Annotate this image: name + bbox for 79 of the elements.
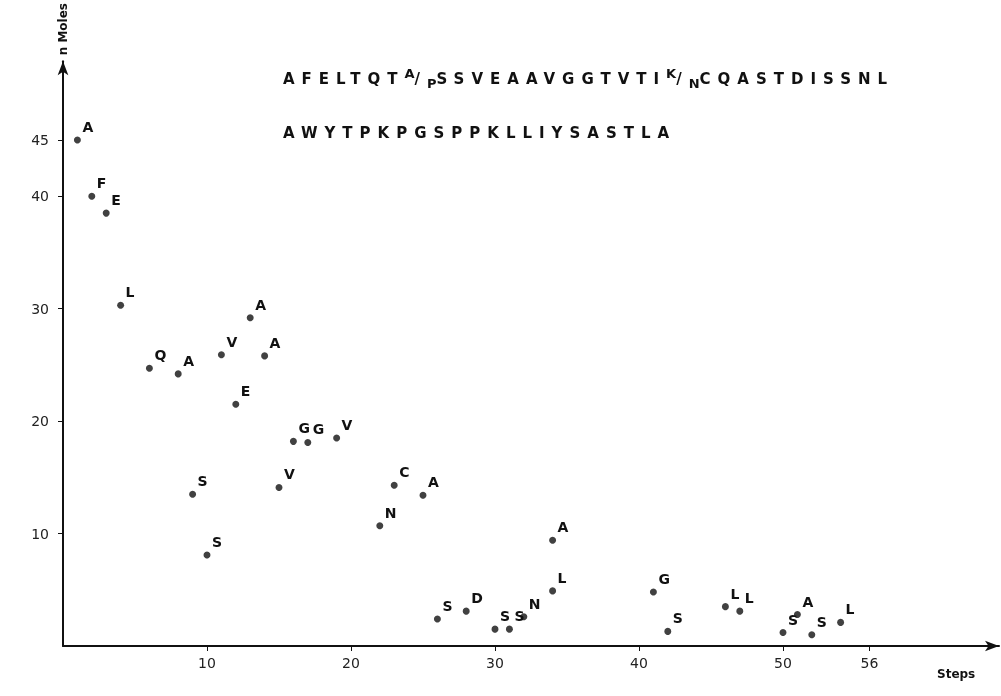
y-axis-title: n Moles — [56, 2, 70, 56]
annotation: V — [284, 466, 295, 483]
point — [145, 364, 153, 372]
point — [261, 352, 269, 360]
point — [289, 437, 297, 445]
annotation: A — [183, 352, 195, 369]
point — [549, 536, 557, 544]
point — [721, 603, 729, 611]
point — [189, 490, 197, 498]
x-tick-label: 56 — [860, 655, 879, 671]
annotation: A — [428, 474, 439, 491]
annotation: C — [399, 464, 410, 481]
annotation: A — [255, 296, 267, 313]
annotation: G — [298, 420, 310, 437]
x-tick-label: 20 — [342, 655, 360, 671]
point — [736, 607, 744, 615]
point — [102, 209, 110, 217]
point — [117, 301, 125, 309]
x-axis-title: Steps — [937, 667, 976, 681]
point — [649, 588, 657, 596]
annotation: D — [471, 590, 483, 607]
point — [73, 136, 81, 144]
annotation: S — [816, 613, 827, 630]
x-tick-label: 50 — [774, 655, 792, 671]
point — [505, 625, 513, 633]
annotation: V — [341, 416, 353, 433]
point — [333, 434, 341, 442]
point — [433, 615, 441, 623]
annotation: L — [125, 284, 135, 301]
x-tick-label: 40 — [630, 655, 648, 671]
annotation: G — [312, 421, 325, 438]
y-tick-label: 10 — [31, 525, 49, 542]
annotation: AWYTPKPGSPPKLLIYSASTLA — [283, 124, 677, 142]
annotation: L — [730, 585, 740, 602]
annotation: A — [82, 119, 94, 136]
point — [376, 522, 384, 530]
annotation: L — [557, 569, 567, 586]
annotation: E — [240, 383, 251, 400]
annotation: S — [514, 608, 525, 625]
point — [779, 629, 787, 636]
point — [837, 618, 845, 626]
y-tick-label: 30 — [31, 300, 49, 317]
annotation: S — [197, 473, 208, 490]
point — [232, 400, 240, 408]
annotation: Q — [154, 347, 167, 364]
point — [88, 192, 96, 200]
annotation: L — [845, 601, 855, 618]
annotation: E — [111, 192, 121, 209]
y-tick-label: 20 — [31, 413, 49, 430]
x-tick-label: 10 — [198, 655, 216, 671]
annotation: L — [744, 590, 754, 607]
annotation: F — [96, 175, 107, 192]
point — [549, 587, 557, 595]
point — [217, 351, 225, 359]
point — [390, 481, 398, 489]
annotation: S — [672, 610, 683, 627]
point — [304, 438, 312, 446]
annotation: G — [658, 571, 670, 588]
text: AFELTQT$^{A}$/$_{P}$SSVEAAVGGTVTI$^{K}$/$_{N}$CQASTDISSNL — [283, 66, 895, 91]
x-tick-label: 30 — [486, 655, 504, 671]
annotation: S — [212, 533, 223, 550]
annotation: N — [528, 595, 541, 612]
point — [246, 314, 254, 322]
point — [174, 370, 182, 378]
annotation: V — [226, 333, 238, 350]
annotation: S — [500, 608, 511, 625]
annotation: A — [557, 519, 569, 536]
y-tick-label: 45 — [31, 132, 49, 149]
annotation: S — [442, 598, 453, 615]
y-tick-label: 40 — [31, 188, 49, 205]
point — [664, 627, 672, 635]
annotation: S — [788, 611, 799, 628]
annotation: A — [802, 593, 814, 610]
point — [419, 491, 427, 499]
point — [275, 483, 283, 491]
point — [462, 607, 470, 615]
annotation: N — [384, 504, 397, 521]
annotation: A — [269, 334, 281, 351]
point — [808, 631, 816, 639]
